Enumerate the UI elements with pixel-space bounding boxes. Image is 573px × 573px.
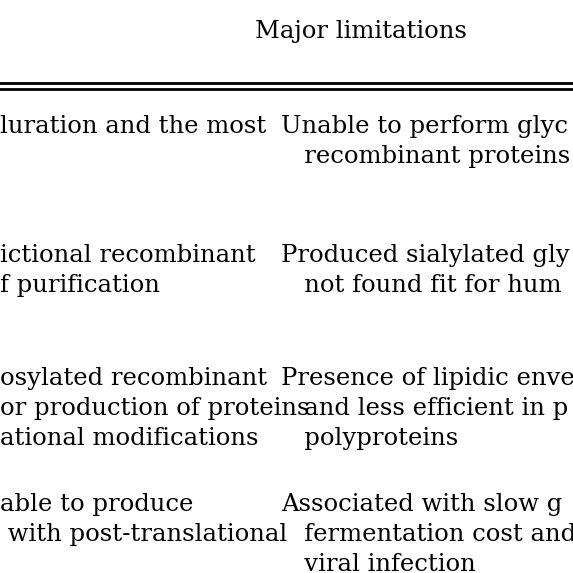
Text: luration and the most: luration and the most [0,115,266,138]
Text: osylated recombinant
or production of proteins
ational modifications: osylated recombinant or production of pr… [0,367,309,450]
Text: Major limitations: Major limitations [255,20,467,43]
Text: Presence of lipidic enve
   and less efficient in p
   polyproteins: Presence of lipidic enve and less effici… [281,367,573,450]
Text: Associated with slow g
   fermentation cost and
   viral infection: Associated with slow g fermentation cost… [281,493,573,573]
Text: ictional recombinant
f purification: ictional recombinant f purification [0,244,256,297]
Text: Unable to perform glyc
   recombinant proteins: Unable to perform glyc recombinant prote… [281,115,570,168]
Text: able to produce
 with post-translational: able to produce with post-translational [0,493,287,546]
Text: Produced sialylated gly
   not found fit for hum: Produced sialylated gly not found fit fo… [281,244,570,297]
